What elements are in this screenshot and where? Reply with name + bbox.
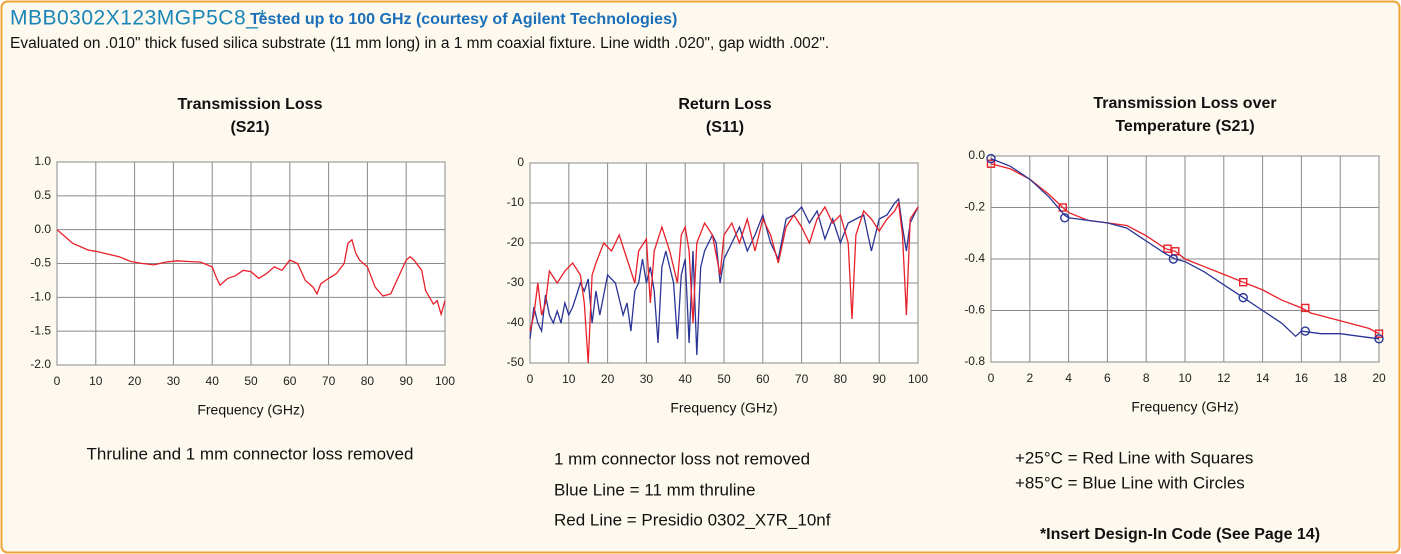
x-tick-label: 50: [244, 374, 258, 388]
x-tick-label: 90: [400, 374, 414, 388]
marker-square: [1058, 203, 1067, 212]
y-tick-label: -2.0: [30, 357, 51, 371]
y-tick-label: -0.5: [30, 256, 51, 270]
y-tick-label: 0.5: [34, 188, 51, 202]
x-tick-label: 90: [873, 372, 887, 386]
chart-title: Transmission Loss over: [1093, 95, 1276, 112]
x-axis-label: Frequency (GHz): [670, 400, 777, 416]
x-tick-label: 0: [988, 371, 995, 385]
marker-square: [1374, 329, 1384, 338]
marker-square: [1238, 277, 1248, 287]
chart-title: (S21): [230, 119, 269, 136]
x-tick-label: 50: [717, 372, 731, 386]
x-axis-label: Frequency (GHz): [197, 402, 304, 418]
x-tick-label: 40: [206, 374, 220, 388]
data-line: [990, 157, 1380, 340]
x-tick-label: 20: [128, 374, 142, 388]
y-tick-label: 0: [517, 155, 524, 169]
footnote: *Insert Design-In Code (See Page 14): [1040, 526, 1320, 543]
chart-title: Temperature (S21): [1115, 118, 1254, 135]
marker-square: [1301, 303, 1310, 313]
x-tick-label: 20: [601, 372, 615, 386]
x-tick-label: 4: [1065, 371, 1072, 385]
marker-circle: [1300, 326, 1310, 336]
x-tick-label: 60: [283, 374, 297, 388]
x-tick-label: 30: [640, 372, 654, 386]
header-title: MBB0302X123MGP5C8_*: [10, 7, 267, 30]
x-tick-label: 0: [54, 374, 61, 388]
caption: Thruline and 1 mm connector loss removed: [87, 444, 414, 463]
y-tick-label: 1.0: [34, 154, 51, 168]
y-tick-label: -0.8: [964, 354, 985, 368]
marker-circle: [1238, 292, 1248, 303]
x-tick-label: 80: [361, 374, 375, 388]
x-tick-label: 8: [1143, 371, 1150, 385]
header-subtitle: Tested up to 100 GHz (courtesy of Agilen…: [250, 11, 677, 28]
x-tick-label: 10: [1178, 371, 1192, 385]
chart-title: Transmission Loss: [178, 96, 323, 113]
x-tick-label: 40: [679, 372, 693, 386]
x-tick-label: 100: [435, 374, 455, 388]
x-tick-label: 18: [1334, 371, 1348, 385]
x-tick-label: 16: [1295, 371, 1309, 385]
x-tick-label: 6: [1104, 371, 1111, 385]
marker-square: [986, 159, 996, 168]
marker-circle: [1060, 213, 1070, 223]
x-tick-label: 0: [527, 372, 534, 386]
x-tick-label: 14: [1256, 371, 1270, 385]
data-line: [990, 163, 1380, 335]
y-tick-label: -30: [507, 275, 525, 289]
x-tick-label: 10: [562, 372, 576, 386]
caption: +85°C = Blue Line with Circles: [1015, 473, 1245, 492]
marker-square: [1163, 244, 1172, 253]
caption: 1 mm connector loss not removed: [554, 449, 810, 468]
x-tick-label: 30: [167, 374, 181, 388]
y-tick-label: 0.0: [34, 222, 51, 236]
x-tick-label: 100: [908, 372, 928, 386]
caption: Red Line = Presidio 0302_X7R_10nf: [554, 510, 831, 529]
x-tick-label: 12: [1217, 371, 1231, 385]
x-tick-label: 70: [795, 372, 809, 386]
y-tick-label: -40: [507, 315, 525, 329]
x-axis-label: Frequency (GHz): [1131, 399, 1238, 415]
caption: Blue Line = 11 mm thruline: [554, 480, 755, 499]
y-tick-label: -1.0: [30, 290, 51, 304]
data-line: [529, 200, 919, 364]
y-tick-label: -0.6: [964, 303, 985, 317]
data-line: [529, 197, 919, 356]
x-tick-label: 70: [322, 374, 336, 388]
x-tick-label: 80: [834, 372, 848, 386]
x-tick-label: 60: [756, 372, 770, 386]
y-tick-label: -0.2: [964, 200, 985, 214]
chart-title: Return Loss: [678, 96, 771, 113]
caption: +25°C = Red Line with Squares: [1015, 448, 1253, 467]
marker-circle: [986, 153, 996, 164]
y-tick-label: -10: [507, 195, 525, 209]
x-tick-label: 10: [89, 374, 103, 388]
y-tick-label: -0.4: [964, 251, 985, 265]
data-line: [56, 229, 446, 317]
y-tick-label: -1.5: [30, 323, 51, 337]
y-tick-label: -20: [507, 235, 525, 249]
marker-circle: [1168, 254, 1179, 264]
chart-title: (S11): [706, 119, 744, 136]
header-description: Evaluated on .010" thick fused silica su…: [10, 35, 829, 52]
y-tick-label: -50: [507, 355, 525, 369]
x-tick-label: 20: [1372, 371, 1386, 385]
x-tick-label: 2: [1026, 371, 1033, 385]
marker-circle: [1374, 334, 1384, 344]
y-tick-label: 0.0: [968, 148, 985, 162]
